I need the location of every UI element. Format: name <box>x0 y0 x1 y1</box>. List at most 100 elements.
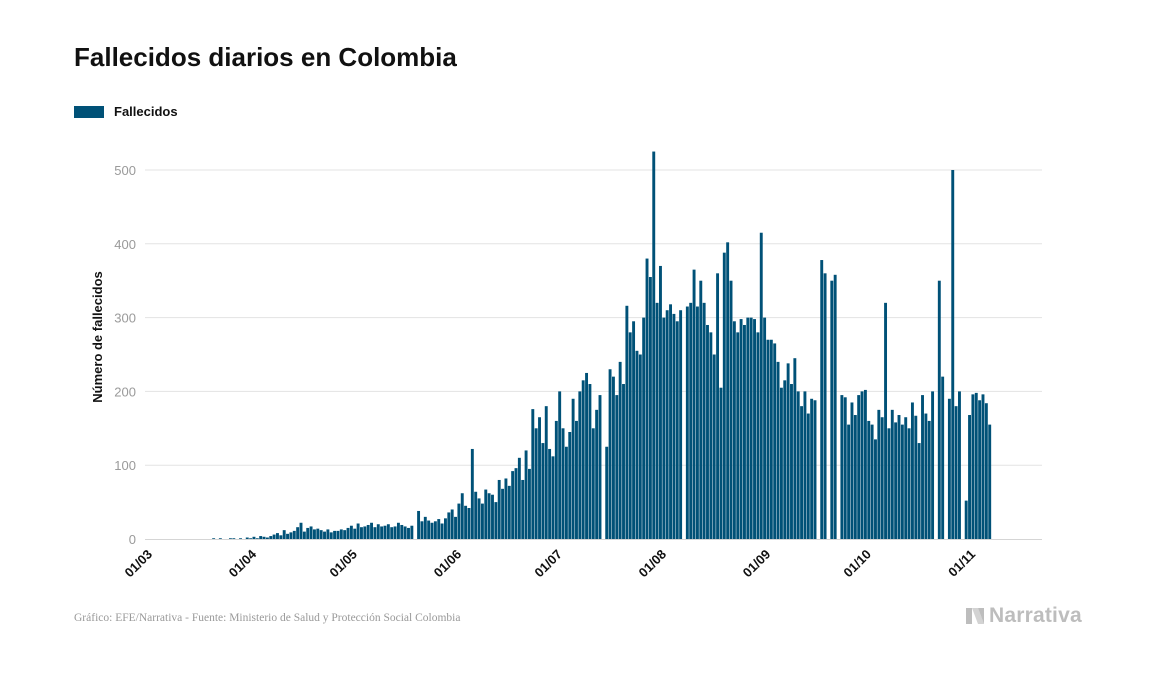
bar <box>800 406 804 539</box>
bar <box>501 488 505 539</box>
bar <box>853 415 857 539</box>
bar <box>497 479 501 539</box>
bar <box>353 528 357 539</box>
bar <box>360 527 363 539</box>
bar <box>228 538 232 539</box>
y-tick-label: 0 <box>129 532 136 547</box>
bar <box>346 527 350 539</box>
bar <box>259 536 263 539</box>
x-tick-label: 01/10 <box>840 547 874 581</box>
bar <box>370 522 373 539</box>
bar <box>736 332 740 539</box>
bar <box>749 317 753 539</box>
bar <box>282 530 286 539</box>
bar <box>403 526 407 539</box>
bar <box>860 391 864 539</box>
bar <box>339 529 343 539</box>
bar <box>628 332 632 539</box>
y-tick-label: 200 <box>114 384 136 399</box>
bar <box>706 324 709 539</box>
bar <box>302 531 306 539</box>
bar <box>796 391 800 539</box>
bar <box>312 529 316 539</box>
bar <box>947 398 951 539</box>
bar <box>363 526 367 539</box>
bar <box>420 521 424 539</box>
x-tick-label: 01/04 <box>226 546 260 580</box>
bar <box>964 500 968 539</box>
bar <box>679 310 683 539</box>
bar <box>894 422 898 539</box>
bar <box>272 534 276 539</box>
bar <box>921 395 924 539</box>
bar <box>410 525 414 539</box>
bar <box>655 302 659 539</box>
bar <box>863 389 867 539</box>
bar <box>561 428 565 539</box>
bar <box>766 339 770 539</box>
bar <box>326 529 330 539</box>
bar <box>786 363 790 539</box>
x-tick-label: 01/03 <box>122 547 156 581</box>
bar <box>477 498 481 539</box>
bar <box>470 448 474 539</box>
bar <box>517 457 521 539</box>
bar <box>716 273 720 539</box>
bar <box>729 280 733 539</box>
bar <box>712 354 716 539</box>
bar <box>625 305 629 539</box>
bar <box>648 277 652 539</box>
bar <box>524 450 528 539</box>
bar <box>262 536 266 539</box>
bar <box>329 532 333 539</box>
bar <box>373 527 377 539</box>
bar <box>474 491 478 539</box>
bar <box>904 417 908 539</box>
legend-swatch <box>74 105 104 118</box>
bar <box>447 512 451 539</box>
bar <box>467 508 471 539</box>
bar <box>638 354 642 539</box>
bar <box>941 376 945 539</box>
bar <box>685 306 689 539</box>
bar <box>709 332 713 539</box>
bar <box>245 537 249 539</box>
bar <box>974 392 978 539</box>
bar <box>534 428 538 539</box>
bar <box>417 510 421 539</box>
bar <box>296 527 300 539</box>
bar <box>393 526 397 539</box>
bar <box>316 528 320 539</box>
bar <box>440 523 444 539</box>
bar <box>937 280 941 539</box>
bar <box>605 446 609 539</box>
bar <box>269 536 273 539</box>
x-tick-label: 01/09 <box>740 547 774 581</box>
narrativa-logo: Narrativa <box>964 604 1082 628</box>
bar <box>672 313 676 539</box>
bar <box>971 394 975 539</box>
bar <box>931 391 935 539</box>
legend-label: Fallecidos <box>114 104 178 119</box>
y-tick-label: 500 <box>114 163 136 178</box>
bar <box>279 535 283 539</box>
bar <box>538 417 541 539</box>
bar <box>588 384 592 539</box>
bar <box>450 509 454 539</box>
narrativa-logo-icon <box>966 608 984 624</box>
bar <box>870 424 874 539</box>
bar <box>783 380 787 539</box>
bar <box>232 538 236 539</box>
bar <box>396 522 400 539</box>
chart-title: Fallecidos diarios en Colombia <box>74 42 457 72</box>
bar <box>491 494 494 539</box>
bar <box>289 532 293 539</box>
bar <box>252 536 256 539</box>
y-tick-label: 100 <box>114 458 136 473</box>
bar <box>457 503 461 539</box>
bar <box>820 260 824 539</box>
bar <box>813 400 817 539</box>
bar <box>554 420 558 539</box>
bar <box>356 523 360 539</box>
